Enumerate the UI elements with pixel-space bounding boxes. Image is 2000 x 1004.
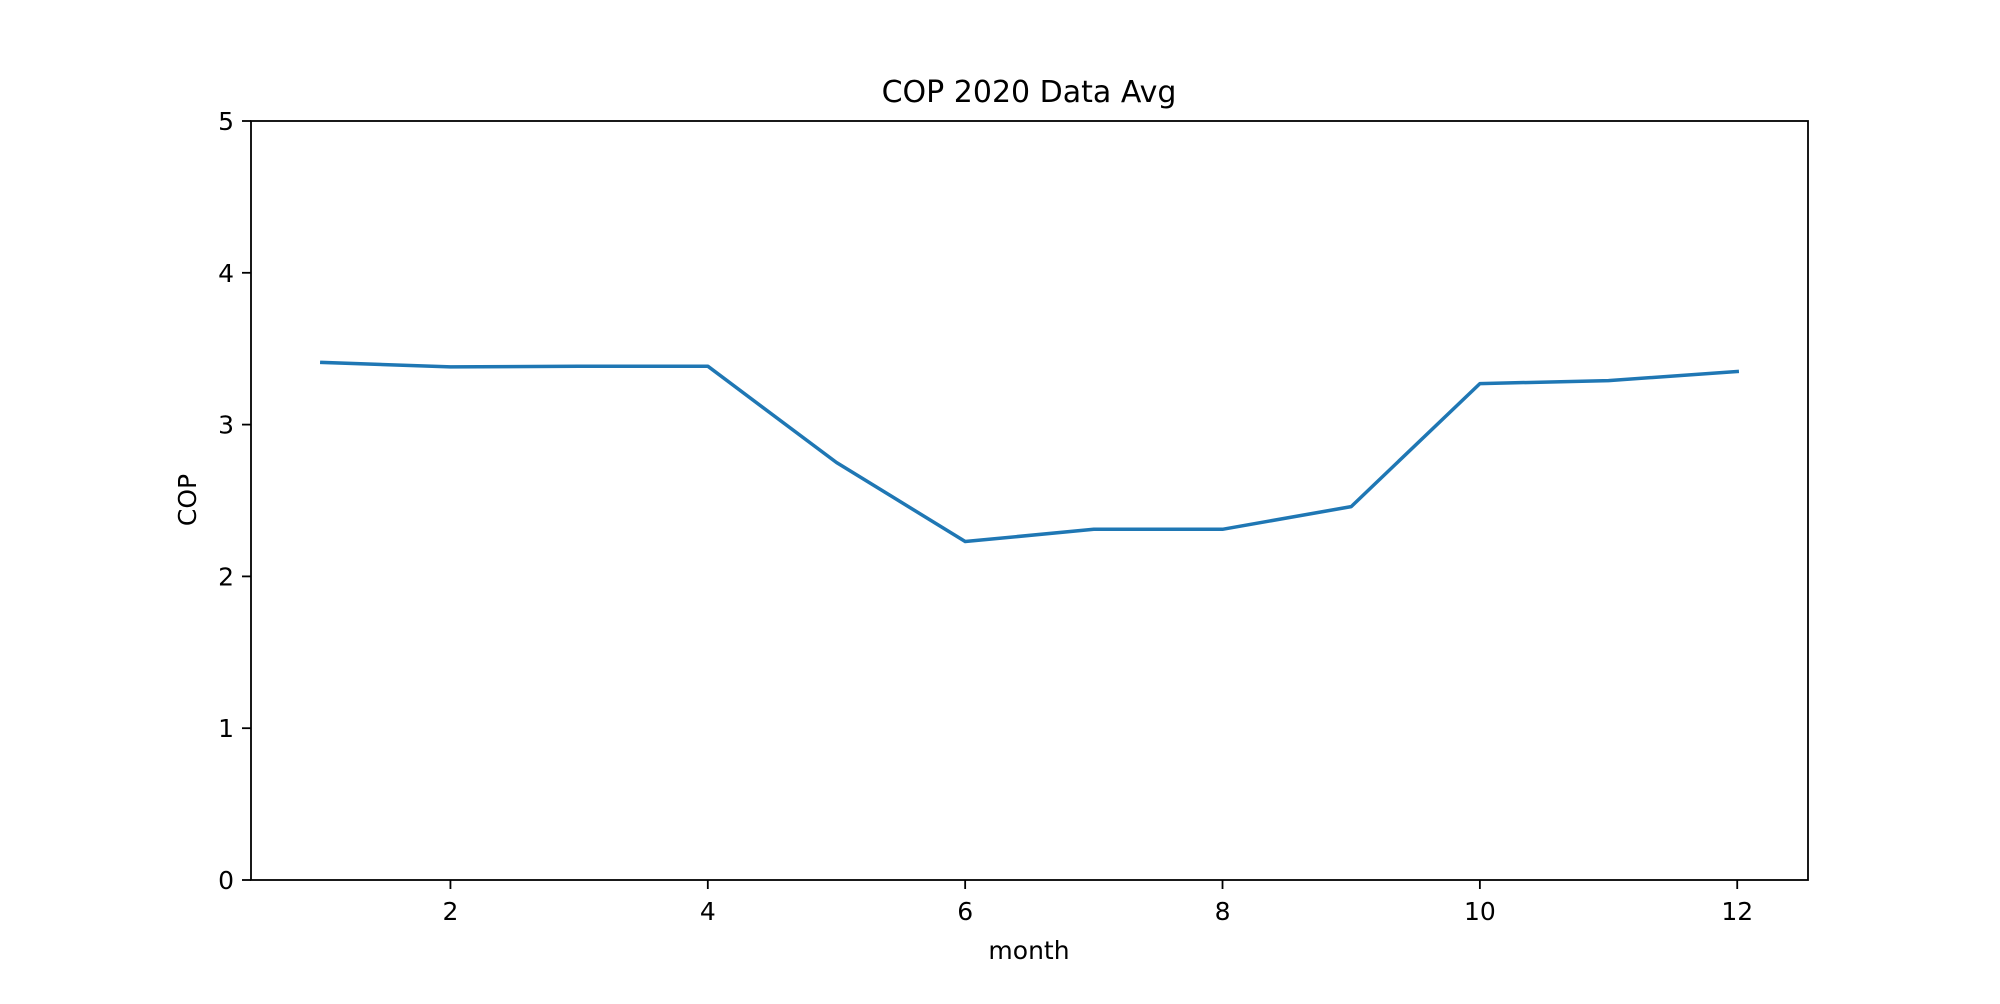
chart-title: COP 2020 Data Avg	[882, 75, 1177, 110]
x-tick-label: 6	[957, 897, 973, 926]
x-axis: 2 4 6 8 10 12	[442, 880, 1753, 926]
x-tick-label: 8	[1215, 897, 1231, 926]
x-tick-label: 12	[1721, 897, 1753, 926]
x-tick-label: 4	[700, 897, 716, 926]
x-tick-label: 10	[1464, 897, 1496, 926]
y-axis-label: COP	[173, 474, 202, 526]
y-tick-label: 2	[218, 562, 234, 591]
x-axis-label: month	[988, 936, 1069, 965]
series-line	[319, 360, 1740, 544]
y-axis: 0 1 2 3 4 5	[218, 107, 251, 895]
y-tick-label: 4	[218, 259, 234, 288]
series-layer	[319, 360, 1740, 544]
y-tick-label: 3	[218, 411, 234, 440]
x-tick-label: 2	[442, 897, 458, 926]
y-tick-label: 5	[218, 107, 234, 136]
y-tick-label: 0	[218, 866, 234, 895]
y-tick-label: 1	[218, 714, 234, 743]
plot-frame	[250, 120, 1809, 881]
